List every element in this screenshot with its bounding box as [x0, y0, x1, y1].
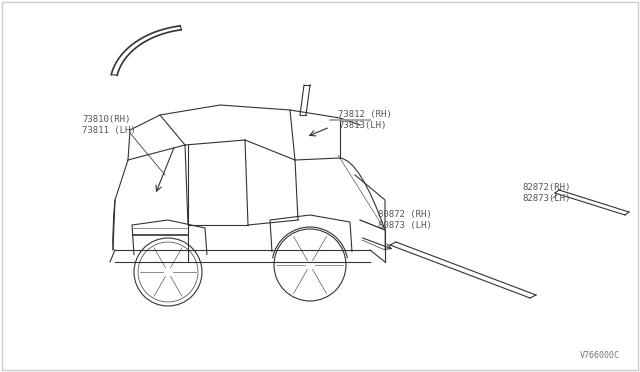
Text: 80873 (LH): 80873 (LH): [378, 221, 432, 230]
Text: 73813(LH): 73813(LH): [338, 121, 387, 130]
Text: 82873(LH): 82873(LH): [522, 194, 570, 203]
Text: 82872(RH): 82872(RH): [522, 183, 570, 192]
Text: 73811 (LH): 73811 (LH): [82, 126, 136, 135]
Text: V766000C: V766000C: [580, 351, 620, 360]
Text: 73812 (RH): 73812 (RH): [338, 110, 392, 119]
Text: 73810(RH): 73810(RH): [82, 115, 131, 124]
Text: 80872 (RH): 80872 (RH): [378, 210, 432, 219]
